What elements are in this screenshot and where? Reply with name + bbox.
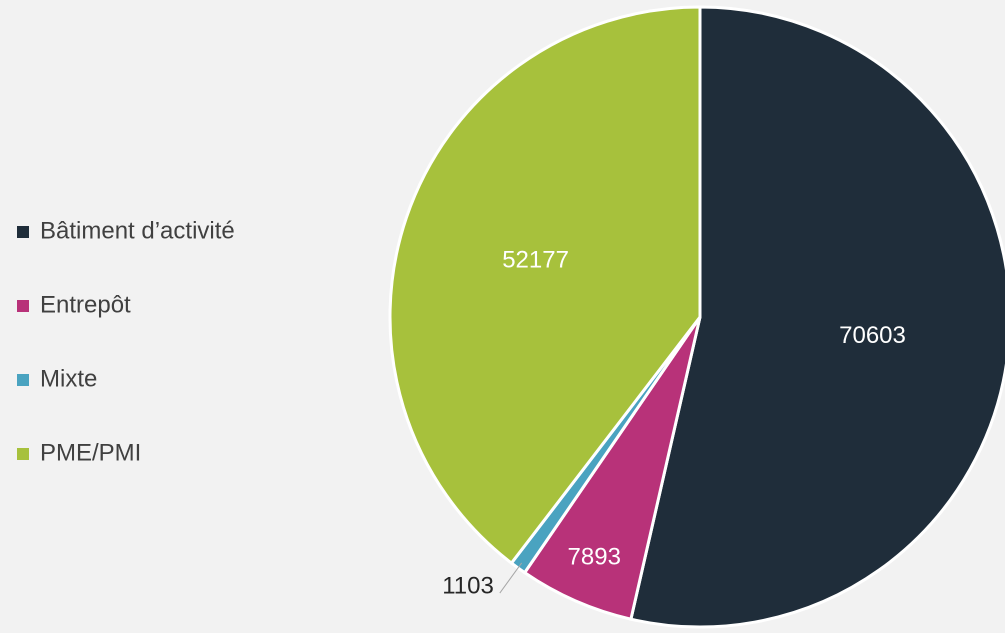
data-label: 70603 (839, 322, 906, 349)
leader-line (499, 562, 523, 594)
legend-swatch (17, 448, 29, 460)
pie-slice (629, 5, 1005, 629)
legend-label: PME/PMI (40, 439, 141, 466)
data-label: 7893 (568, 544, 621, 571)
pie-slice (388, 5, 702, 566)
legend-label: Bâtiment d’activité (40, 217, 235, 244)
legend-swatch (17, 300, 29, 312)
legend-label: Mixte (40, 365, 97, 392)
legend-label: Entrepôt (40, 291, 131, 318)
data-label: 1103 (442, 572, 494, 599)
legend-swatch (17, 226, 29, 238)
legend-swatch (17, 374, 29, 386)
data-label: 52177 (502, 247, 569, 274)
